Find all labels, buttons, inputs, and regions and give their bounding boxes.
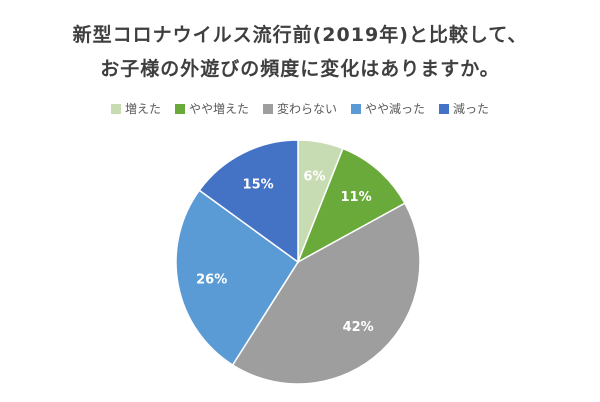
pie-slice [175, 189, 300, 367]
legend-item: やや増えた [174, 100, 249, 117]
slice-data-label: 26% [196, 272, 227, 287]
legend-label: 減った [453, 102, 490, 116]
legend: 増えた やや増えた 変わらない やや減った 減った [0, 100, 600, 117]
legend-swatch [110, 103, 121, 114]
pie-slice [198, 139, 299, 264]
legend-item: 増えた [110, 100, 161, 117]
legend-item: 減った [439, 100, 489, 117]
legend-label: 変わらない [276, 102, 337, 116]
legend-swatch [262, 103, 273, 114]
legend-label: 増えた [124, 102, 161, 116]
legend-swatch [439, 103, 450, 114]
pie-slice [231, 202, 421, 385]
legend-item: 変わらない [262, 100, 337, 117]
legend-swatch [174, 103, 185, 114]
pie-slice [296, 147, 406, 264]
legend-item: やや減った [351, 100, 425, 117]
legend-swatch [351, 103, 361, 114]
slice-data-label: 11% [341, 190, 372, 205]
legend-label: やや減った [365, 102, 426, 116]
legend-label: やや増えた [188, 102, 249, 116]
slice-data-label: 42% [343, 320, 374, 335]
slice-data-label: 6% [303, 170, 325, 185]
chart-title-line-2: お子様の外遊びの頻度に変化はありますか。 [100, 58, 500, 80]
chart-title-line-1: 新型コロナウイルス流行前(2019年)と比較して、 [72, 24, 528, 46]
slice-data-label: 15% [243, 178, 274, 193]
